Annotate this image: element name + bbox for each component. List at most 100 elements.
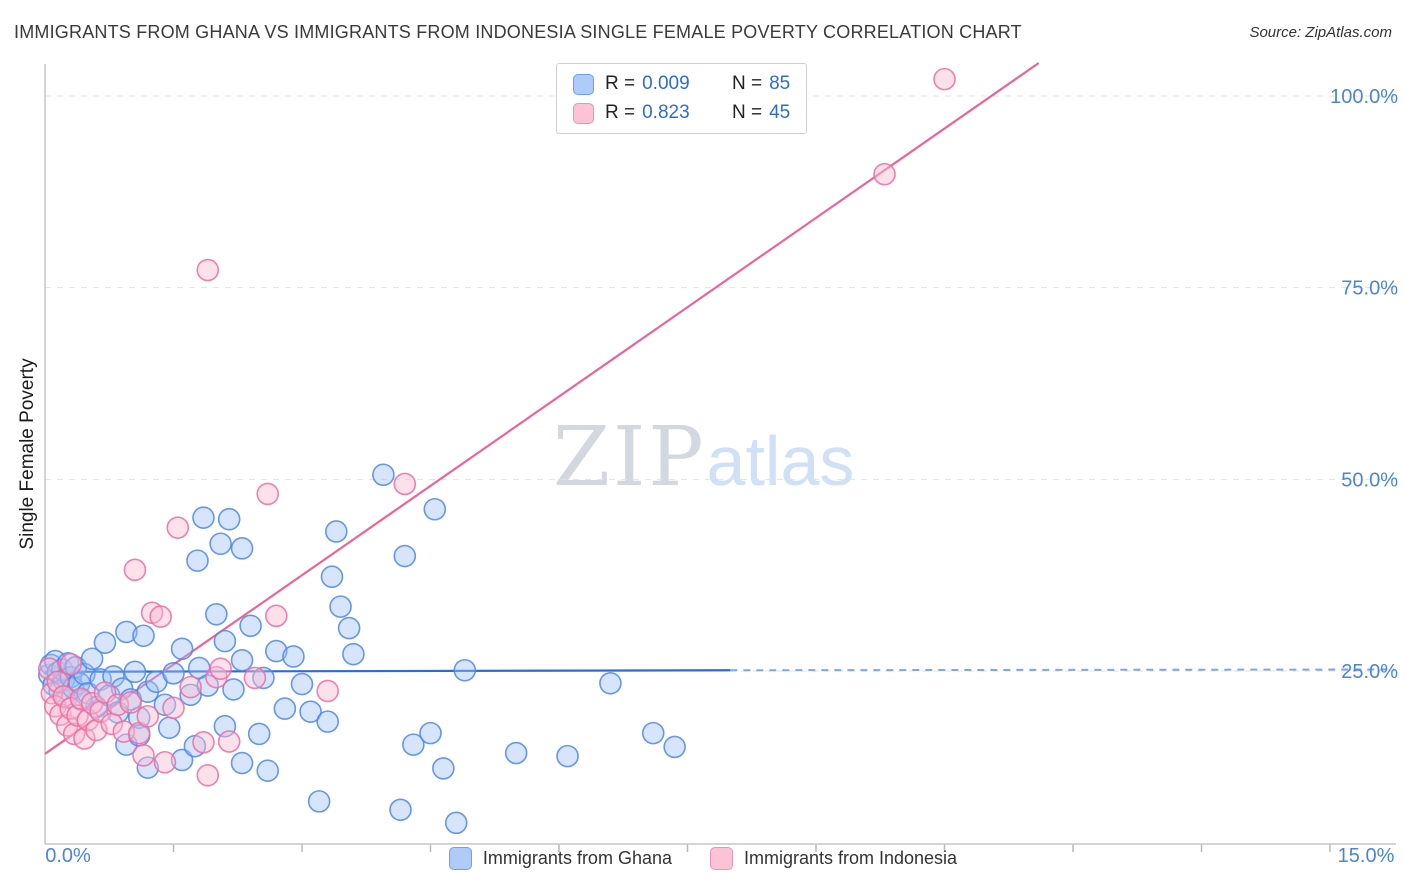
ghana-r-stat: R = 0.009 [605, 73, 721, 95]
ghana-point [453, 658, 477, 682]
ghana-point [324, 520, 348, 543]
ghana-point [307, 790, 331, 813]
y-tick-label: 50.0% [1341, 469, 1398, 491]
r-label: R = [605, 73, 636, 94]
ghana-point [123, 660, 147, 684]
series-legend: Immigrants from Ghana Immigrants from In… [0, 847, 1406, 870]
indonesia-point [132, 744, 155, 767]
ghana-point [252, 666, 275, 690]
ghana-point [393, 544, 417, 568]
indonesia-point [196, 258, 220, 282]
r-value: 0.823 [642, 102, 690, 123]
legend-label-indonesia: Immigrants from Indonesia [743, 848, 958, 868]
ghana-point [213, 629, 237, 653]
ghana-point [230, 537, 254, 560]
x-min-label: 0.0% [45, 845, 91, 866]
ghana-point [230, 648, 254, 672]
indonesia-point [196, 763, 220, 787]
indonesia-point [192, 731, 215, 754]
ghana-point [264, 639, 288, 663]
ghana-point [157, 716, 181, 740]
indonesia-point [46, 670, 70, 694]
indonesia-point [119, 691, 142, 714]
indonesia-r-stat: R = 0.823 [605, 102, 721, 124]
indonesia-point [873, 162, 896, 186]
ghana-point [316, 710, 340, 733]
ghana-point [192, 506, 215, 529]
indonesia-point [52, 685, 76, 708]
watermark: ZIPatlas [553, 410, 854, 505]
ghana-point [222, 678, 245, 701]
indonesia-point [217, 730, 241, 753]
ghana-point [205, 602, 228, 626]
correlation-legend: R = 0.009 N = 85 R = 0.823 N = 45 [556, 63, 808, 134]
indonesia-point [136, 704, 160, 728]
ghana-point [132, 624, 155, 648]
ghana-point [290, 672, 314, 696]
indonesia-point [153, 750, 177, 774]
ghana-point [320, 565, 344, 589]
ghana-point [186, 549, 209, 572]
ghana-point [196, 674, 220, 697]
ghana-point [299, 700, 322, 723]
ghana-point [556, 744, 579, 768]
source-attribution: Source: ZipAtlas.com [1249, 24, 1392, 41]
r-label: R = [605, 102, 636, 123]
legend-row-indonesia: R = 0.823 N = 45 [573, 102, 790, 124]
ghana-point [162, 662, 185, 685]
ghana-point [93, 631, 117, 654]
legend-row-ghana: R = 0.009 N = 85 [573, 73, 790, 95]
watermark-zip: ZIP [553, 410, 707, 505]
ghana-point [423, 497, 447, 521]
indonesia-point [37, 657, 61, 681]
indonesia-point [316, 679, 340, 703]
ghana-point [115, 620, 138, 644]
ghana-swatch [573, 73, 594, 95]
ghana-point [153, 693, 177, 717]
indonesia-swatch [709, 847, 733, 870]
indonesia-point [933, 67, 956, 91]
n-value: 45 [769, 102, 791, 123]
indonesia-n-stat: N = 45 [732, 102, 790, 124]
ghana-n-stat: N = 85 [732, 73, 790, 95]
r-value: 0.009 [642, 73, 690, 94]
ghana-point [504, 741, 528, 765]
indonesia-trend-line [44, 62, 1040, 755]
n-label: N = [732, 102, 763, 123]
ghana-point [389, 798, 412, 822]
legend-label-ghana: Immigrants from Ghana [482, 848, 672, 868]
x-max-label: 15.0% [1338, 845, 1395, 866]
indonesia-swatch [573, 102, 594, 124]
y-tick-label: 25.0% [1341, 661, 1398, 683]
indonesia-point [179, 675, 202, 699]
n-value: 85 [769, 73, 791, 94]
ghana-point [402, 733, 425, 756]
ghana-point [342, 642, 365, 666]
ghana-point [282, 645, 305, 668]
indonesia-point [162, 696, 185, 720]
ghana-point [663, 735, 686, 759]
page-title: IMMIGRANTS FROM GHANA VS IMMIGRANTS FROM… [14, 22, 1022, 42]
ghana-point [247, 722, 271, 746]
indonesia-point [264, 604, 288, 628]
ghana-point [170, 748, 194, 772]
ghana-point [209, 532, 232, 556]
ghana-point [444, 811, 468, 835]
n-label: N = [732, 73, 763, 94]
indonesia-point [123, 558, 147, 582]
ghana-point [80, 647, 104, 671]
ghana-point [217, 507, 241, 531]
ghana-point [273, 697, 297, 720]
ghana-point [419, 721, 442, 745]
indonesia-point [256, 482, 280, 506]
ghana-point [641, 721, 665, 745]
ghana-point [432, 757, 455, 780]
ghana-point [599, 671, 622, 695]
ghana-point [239, 614, 262, 638]
ghana-point [372, 463, 395, 487]
scatter-plot: 25.0% 50.0% 75.0% 100.0% 0.0% 15.0% [37, 62, 1398, 866]
indonesia-point [393, 472, 417, 496]
indonesia-point [69, 687, 93, 710]
ghana-point [230, 751, 254, 775]
indonesia-point [59, 652, 82, 676]
